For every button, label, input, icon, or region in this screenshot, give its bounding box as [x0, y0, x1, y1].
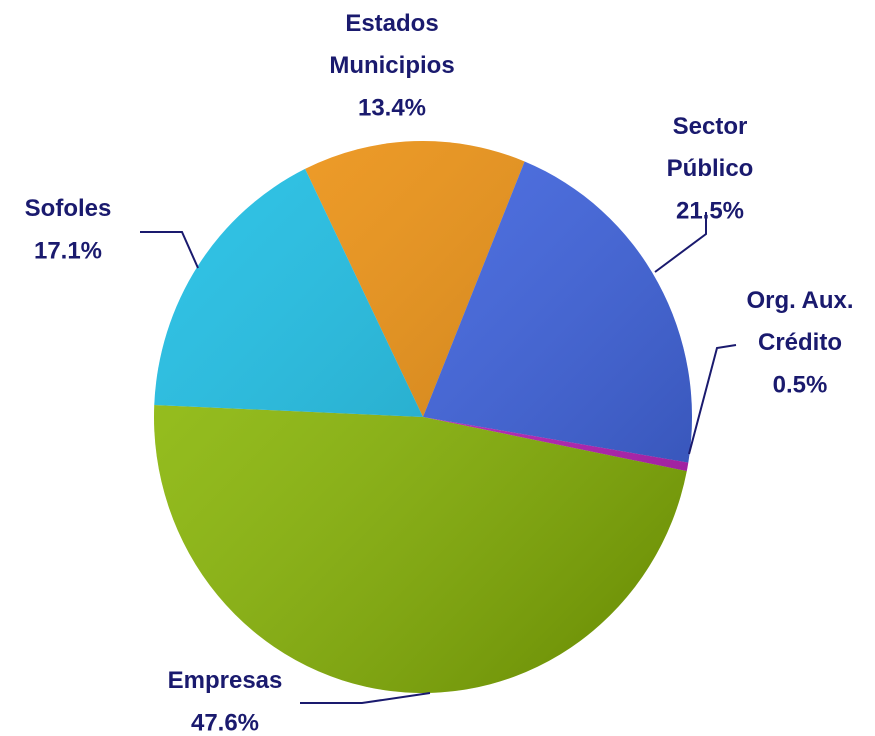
value-label: 13.4% — [358, 94, 426, 121]
leader-line — [654, 212, 707, 273]
labels: Estados Municipios 13.4% Sector Público 21.5%… — [25, 10, 854, 736]
leader-line — [140, 231, 199, 269]
pie — [153, 141, 693, 694]
category-label: Sofoles — [25, 195, 112, 222]
leader-line — [688, 344, 737, 455]
category-label: Estados Municipios — [329, 10, 454, 79]
category-label: Sector Público — [667, 113, 754, 182]
value-label: 17.1% — [34, 237, 102, 264]
value-label: 47.6% — [191, 709, 259, 736]
value-label: 0.5% — [773, 371, 828, 398]
category-label: Org. Aux. Crédito — [746, 287, 853, 356]
category-label: Empresas — [168, 667, 283, 694]
leader-line — [300, 692, 431, 704]
value-label: 21.5% — [676, 197, 744, 224]
